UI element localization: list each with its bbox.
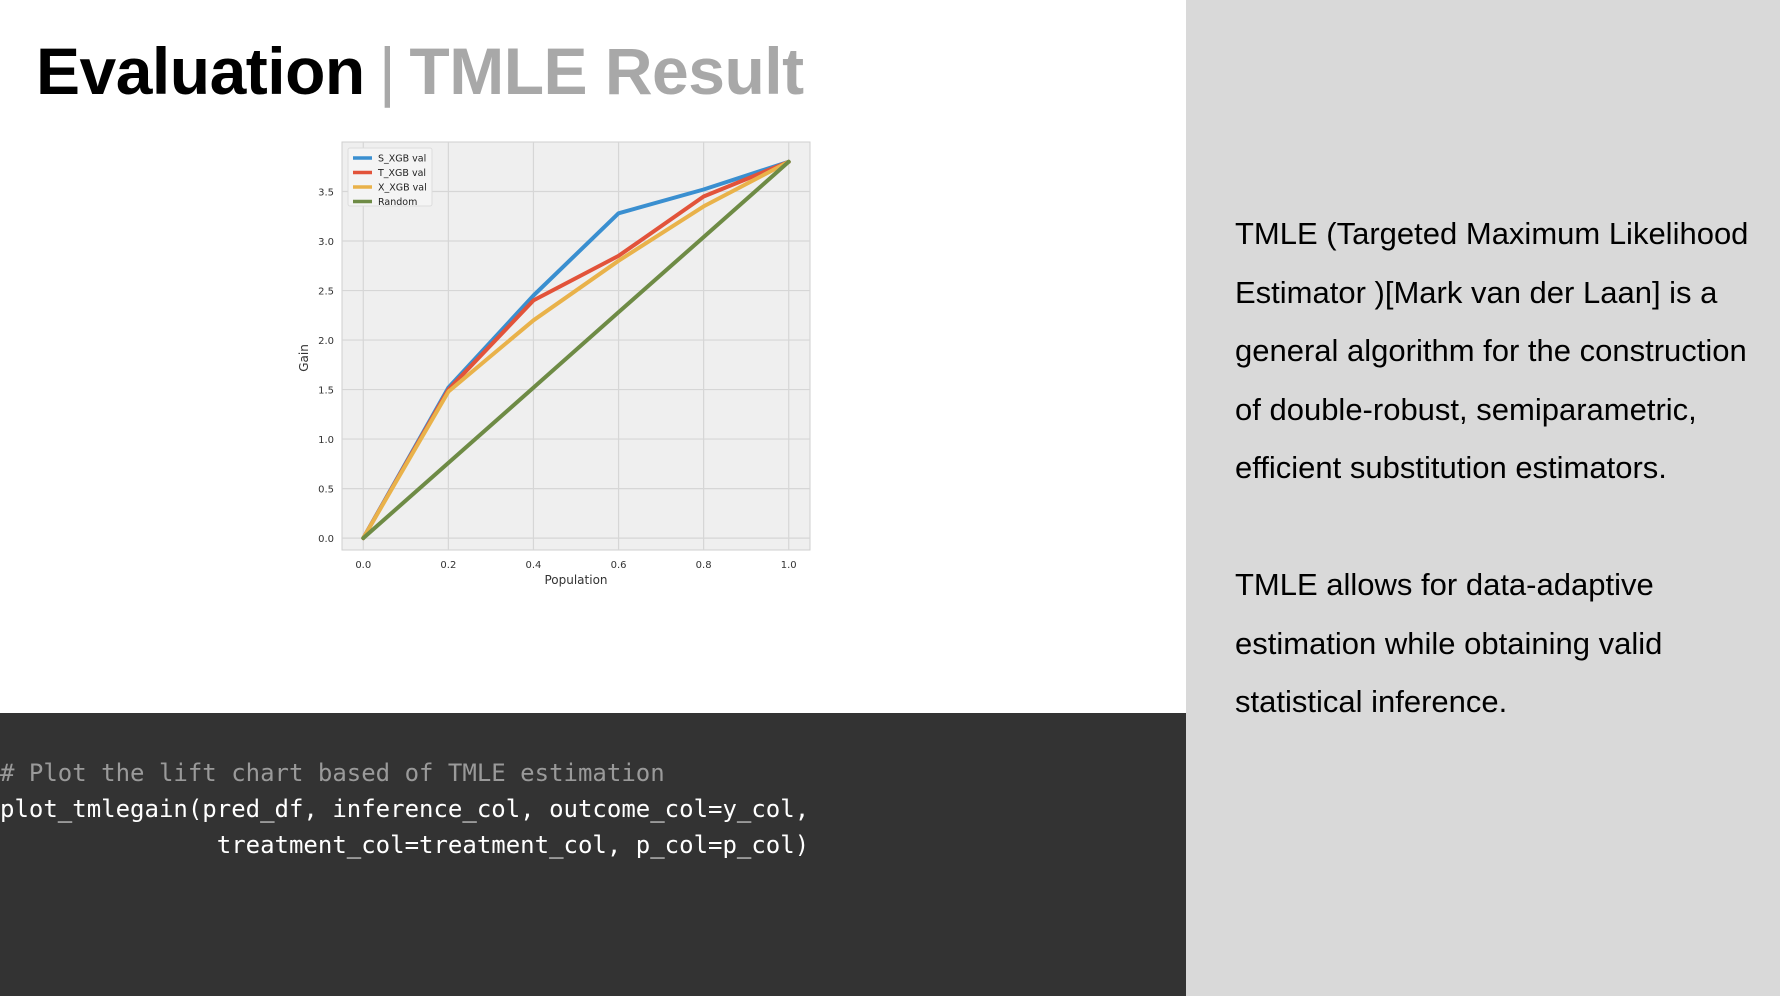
x-tick-label: 0.8 [696, 560, 712, 571]
y-tick-label: 1.0 [318, 435, 334, 446]
side-panel: TMLE (Targeted Maximum Likelihood Estima… [1186, 0, 1780, 996]
slide-main-area: Evaluation | TMLE Result 0.0 0.2 0.4 0.6 0.8 1.… [0, 0, 1186, 713]
x-tick-label: 0.4 [526, 560, 542, 571]
legend-label: T_XGB val [377, 168, 426, 179]
x-tick-label: 0.6 [611, 560, 627, 571]
y-tick-label: 0.0 [318, 534, 334, 545]
y-tick-label: 3.0 [318, 237, 334, 248]
x-axis-label: Population [544, 573, 607, 587]
y-tick-label: 2.5 [318, 287, 334, 298]
title-main: Evaluation [36, 34, 365, 108]
y-tick-label: 2.0 [318, 336, 334, 347]
legend-label: X_XGB val [378, 183, 427, 194]
code-block: # Plot the lift chart based of TMLE esti… [0, 755, 809, 863]
tmle-gain-chart: 0.0 0.2 0.4 0.6 0.8 1.0 0.0 0.5 1.0 1.5 2.0 2.5 3.0 3… [290, 130, 890, 650]
y-tick-label: 0.5 [318, 485, 334, 496]
code-panel: # Plot the lift chart based of TMLE esti… [0, 713, 1186, 996]
code-line-2: treatment_col=treatment_col, p_col=p_col… [0, 831, 810, 859]
legend-box [347, 147, 433, 207]
x-tick-label: 1.0 [781, 560, 797, 571]
side-paragraph-1: TMLE (Targeted Maximum Likelihood Estima… [1235, 216, 1749, 485]
legend-label: S_XGB val [378, 154, 426, 165]
series-line-x-xgb-val [361, 159, 791, 541]
side-description: TMLE (Targeted Maximum Likelihood Estima… [1235, 205, 1755, 732]
series-line-random [361, 159, 791, 541]
code-line-1: plot_tmlegain(pred_df, inference_col, ou… [0, 795, 810, 823]
title-separator: | [378, 34, 396, 108]
y-axis-label: Gain [297, 344, 311, 372]
side-paragraph-2: TMLE allows for data-adaptive estimation… [1235, 567, 1663, 719]
y-tick-label: 1.5 [318, 386, 334, 397]
x-tick-label: 0.0 [355, 560, 371, 571]
y-tick-label: 3.5 [318, 188, 334, 199]
code-comment: # Plot the lift chart based of TMLE esti… [0, 759, 665, 787]
legend-label: Random [378, 197, 417, 208]
title-sub: TMLE Result [409, 34, 804, 108]
x-tick-label: 0.2 [440, 560, 456, 571]
chart-svg: 0.0 0.2 0.4 0.6 0.8 1.0 0.0 0.5 1.0 1.5 2.0 2.5 3.0 3… [297, 141, 811, 587]
slide-title: Evaluation | TMLE Result [36, 30, 804, 112]
